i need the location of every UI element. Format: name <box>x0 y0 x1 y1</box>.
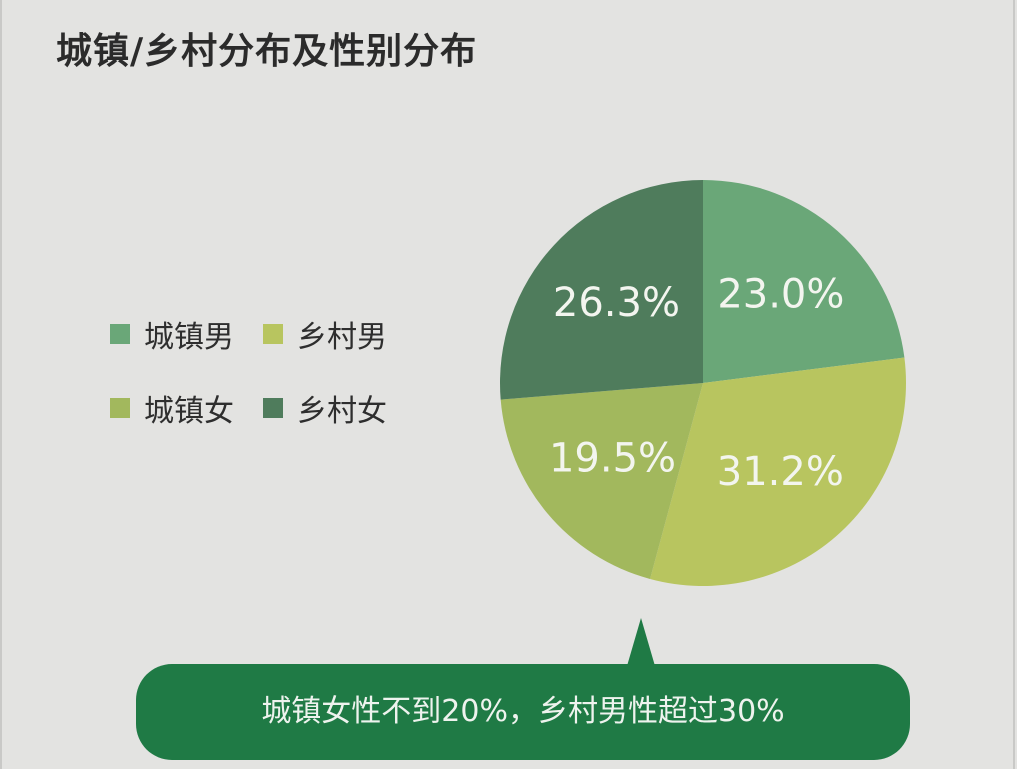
legend: 城镇男 乡村男 城镇女 乡村女 <box>110 314 430 434</box>
legend-swatch-rural-female <box>263 398 283 418</box>
pie-label-urban-female: 19.5% <box>549 435 676 481</box>
pie-slice-rural-female <box>500 180 703 400</box>
legend-swatch-urban-female <box>110 398 130 418</box>
pie-label-rural-male: 31.2% <box>717 449 844 495</box>
pie-chart: 23.0% 31.2% 19.5% 26.3% <box>500 180 906 586</box>
legend-label-urban-male: 城镇男 <box>144 320 234 355</box>
callout-box: 城镇女性不到20%，乡村男性超过30% <box>136 664 910 760</box>
legend-swatch-urban-male <box>110 324 130 344</box>
legend-item-rural-female: 乡村女 <box>263 388 387 429</box>
legend-label-rural-male: 乡村男 <box>297 320 387 355</box>
pie-label-rural-female: 26.3% <box>553 280 680 326</box>
callout-pointer <box>627 618 655 666</box>
legend-item-urban-female: 城镇女 <box>110 388 234 429</box>
pie-slice-urban-female <box>500 383 703 579</box>
legend-item-urban-male: 城镇男 <box>110 314 234 355</box>
chart-title: 城镇/乡村分布及性别分布 <box>56 31 478 72</box>
callout-text: 城镇女性不到20%，乡村男性超过30% <box>261 694 785 729</box>
pie-label-urban-male: 23.0% <box>717 272 844 318</box>
pie-slice-rural-male <box>650 357 906 586</box>
legend-label-rural-female: 乡村女 <box>297 394 387 429</box>
legend-swatch-rural-male <box>263 324 283 344</box>
legend-label-urban-female: 城镇女 <box>144 394 234 429</box>
legend-item-rural-male: 乡村男 <box>263 314 387 355</box>
pie-slice-urban-male <box>703 180 905 383</box>
